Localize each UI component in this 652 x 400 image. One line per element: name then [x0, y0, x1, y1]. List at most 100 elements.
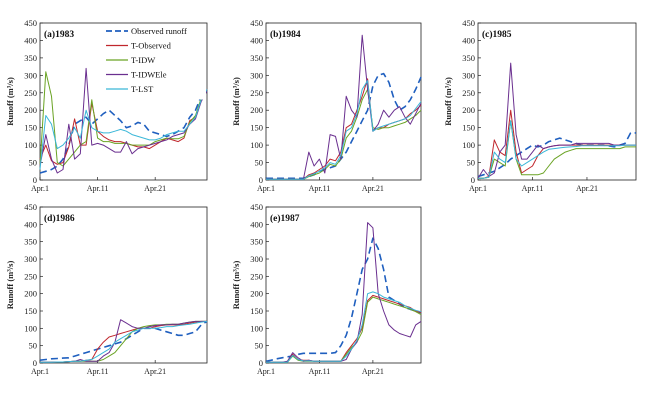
- plot-frame: [39, 22, 208, 181]
- legend-label: T-LST: [131, 84, 154, 94]
- y-tick-label: 50: [29, 341, 38, 351]
- y-tick-label: 0: [471, 175, 475, 185]
- y-tick-label: 350: [462, 53, 475, 63]
- plot-frame: [477, 22, 637, 181]
- x-tick-label: Apr.1: [257, 367, 275, 376]
- series-line-observed-runoff: [265, 237, 422, 363]
- series-line-t-idw: [39, 71, 208, 167]
- legend: Observed runoff T-Observed T-IDW T-IDWEle T-…: [104, 25, 206, 100]
- y-tick-label: 150: [24, 123, 37, 133]
- series-line-observed-runoff: [39, 320, 208, 361]
- y-tick-label: 450: [250, 202, 263, 212]
- y-tick-label: 300: [250, 70, 263, 80]
- y-tick-label: 200: [462, 105, 475, 115]
- legend-label: T-Observed: [131, 41, 172, 51]
- panel-1: 0 50 100 150 200 250 300 350 400 450 Apr.1 Apr.11 Ap…: [5, 18, 208, 193]
- series-line-t-lst: [40, 320, 208, 363]
- y-tick-label: 400: [462, 35, 475, 45]
- x-tick-label: Apr.11: [522, 184, 544, 193]
- y-tick-label: 150: [250, 306, 263, 316]
- y-tick-label: 300: [462, 70, 475, 80]
- y-tick-label: 350: [24, 53, 37, 63]
- y-tick-label: 400: [250, 219, 263, 229]
- y-tick-label: 350: [250, 237, 263, 247]
- series-line-t-idwele: [477, 62, 636, 179]
- y-tick-label: 400: [250, 35, 263, 45]
- series-line-t-lst: [39, 89, 208, 170]
- y-tick-label: 100: [24, 323, 37, 333]
- panel-title: (e)1987: [270, 213, 300, 224]
- y-tick-label: 200: [250, 289, 263, 299]
- x-tick-label: Apr.11: [309, 367, 331, 376]
- x-tick-label: Apr.1: [257, 184, 275, 193]
- plot-frame: [265, 206, 422, 364]
- legend-label: T-IDW: [131, 55, 155, 65]
- x-tick-label: Apr.21: [144, 184, 166, 193]
- x-tick-label: Apr.21: [144, 367, 166, 376]
- plot-frame: [39, 206, 208, 364]
- series-line-t-lst: [266, 291, 422, 363]
- x-tick-label: Apr.1: [31, 367, 49, 376]
- y-tick-label: 450: [462, 18, 475, 28]
- x-tick-label: Apr.1: [31, 184, 49, 193]
- y-tick-label: 200: [250, 105, 263, 115]
- y-tick-label: 250: [462, 88, 475, 98]
- series-line-t-lst: [266, 80, 422, 180]
- series-line-t-idw: [40, 320, 207, 363]
- y-tick-label: 0: [259, 358, 263, 368]
- y-tick-label: 300: [250, 254, 263, 264]
- series-line-t-lst: [478, 120, 636, 179]
- y-tick-label: 250: [250, 88, 263, 98]
- y-tick-label: 300: [24, 70, 37, 80]
- x-tick-label: Apr.21: [576, 184, 598, 193]
- x-tick-label: Apr.11: [87, 367, 109, 376]
- y-axis-label: Runoff (m³/s): [231, 77, 241, 126]
- panel-title: (a)1983: [44, 29, 74, 40]
- y-axis-label: Runoff (m³/s): [231, 261, 241, 310]
- y-tick-label: 300: [24, 254, 37, 264]
- y-tick-label: 450: [250, 18, 263, 28]
- y-axis-label: Runoff (m³/s): [443, 77, 453, 126]
- panel-title: (c)1985: [482, 29, 512, 40]
- legend-label: Observed runoff: [131, 26, 187, 36]
- y-tick-label: 400: [24, 219, 37, 229]
- x-tick-label: Apr.1: [469, 184, 487, 193]
- panel-4: 0 50 100 150 200 250 300 350 400 450 Apr.1 Apr.11 Ap…: [5, 202, 208, 376]
- y-tick-label: 200: [24, 105, 37, 115]
- x-tick-label: Apr.21: [362, 184, 384, 193]
- y-tick-label: 50: [29, 158, 38, 168]
- y-tick-label: 0: [259, 175, 263, 185]
- series-line-observed-runoff: [39, 90, 208, 174]
- y-tick-label: 200: [24, 289, 37, 299]
- panel-5: 0 50 100 150 200 250 300 350 400 450 Apr.1 Apr.11 Ap…: [231, 202, 422, 376]
- series-line-t-idw: [478, 120, 636, 179]
- y-tick-label: 100: [462, 140, 475, 150]
- legend-background: [104, 25, 206, 100]
- series-line-observed-runoff: [266, 72, 422, 180]
- y-tick-label: 150: [24, 306, 37, 316]
- y-tick-label: 100: [250, 323, 263, 333]
- y-tick-label: 350: [250, 53, 263, 63]
- series-line-t-observed: [39, 89, 208, 165]
- y-tick-label: 100: [24, 140, 37, 150]
- series-line-t-idwele: [40, 319, 207, 363]
- series-line-t-observed: [266, 294, 422, 363]
- panel-title: (d)1986: [44, 213, 75, 224]
- y-tick-label: 250: [250, 271, 263, 281]
- y-tick-label: 150: [462, 123, 475, 133]
- y-tick-label: 50: [255, 158, 264, 168]
- y-tick-label: 450: [24, 202, 37, 212]
- y-tick-label: 350: [24, 237, 37, 247]
- y-tick-label: 150: [250, 123, 263, 133]
- legend-label: T-IDWEle: [131, 70, 167, 80]
- series-line-t-idw: [266, 88, 422, 180]
- x-tick-label: Apr.11: [309, 184, 331, 193]
- series-line-t-idwele: [266, 222, 422, 363]
- y-axis-label: Runoff (m³/s): [5, 261, 15, 310]
- x-tick-label: Apr.11: [87, 184, 109, 193]
- plot-frame: [265, 22, 422, 181]
- panel-3: 0 50 100 150 200 250 300 350 400 450 Apr.1 Apr.11 Ap…: [443, 18, 637, 193]
- y-tick-label: 450: [24, 18, 37, 28]
- y-tick-label: 100: [250, 140, 263, 150]
